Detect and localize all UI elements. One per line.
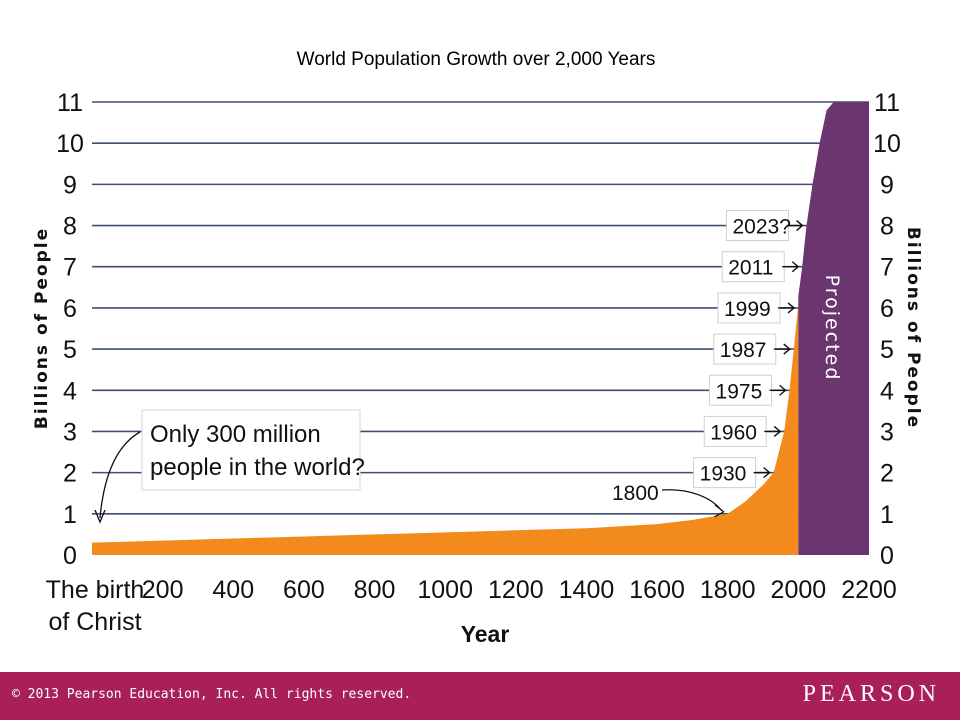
y-axis-title-left: Billions of People [32, 227, 52, 429]
year-label: 1987 [720, 339, 767, 362]
year-label: 1800 [612, 482, 659, 505]
year-label: 1999 [724, 298, 771, 321]
callout-line-1: Only 300 million [150, 421, 321, 448]
x-tick-label: of Christ [48, 608, 141, 636]
year-arrow-head [787, 302, 796, 314]
x-tick-label: 2200 [841, 576, 897, 604]
population-chart: World Population Growth over 2,000 Years… [32, 49, 923, 647]
x-tick-label: 800 [354, 576, 396, 604]
x-tick-label: 1600 [629, 576, 685, 604]
year-arrow-head [773, 425, 782, 437]
footer-bar: © 2013 Pearson Education, Inc. All right… [0, 672, 960, 720]
y-tick-label: 4 [63, 377, 77, 405]
y-tick-label: 11 [57, 89, 83, 117]
year-arrow [661, 489, 723, 512]
callout-line-2: people in the world? [150, 454, 365, 481]
y-tick-label: 10 [56, 130, 84, 158]
area-projected [798, 102, 869, 555]
y-tick-label: 2 [880, 460, 894, 488]
year-label: 2011 [728, 257, 773, 280]
year-label-box [713, 333, 777, 365]
y-tick-label: 8 [880, 213, 894, 241]
callout-arrow-head [94, 509, 106, 524]
y-tick-label: 5 [63, 336, 77, 364]
year-annotations: 1800 1930 1960 1975 1987 1999 2011 2023? [612, 210, 804, 518]
y-axis-title-right: Billions of People [903, 227, 923, 429]
copyright-text: © 2013 Pearson Education, Inc. All right… [12, 687, 412, 702]
y-tick-label: 5 [880, 336, 894, 364]
year-label-box [693, 457, 757, 489]
y-tick-label: 8 [63, 213, 77, 241]
year-arrow-head [791, 261, 800, 273]
x-tick-label: 600 [283, 576, 325, 604]
x-tick-label: 1800 [700, 576, 756, 604]
y-tick-label: 9 [880, 171, 894, 199]
year-arrow-head [796, 220, 804, 232]
callout-300-million: Only 300 million people in the world? [94, 409, 365, 524]
y-tick-label: 10 [873, 130, 901, 158]
year-arrow-head [783, 343, 791, 355]
y-tick-label: 9 [63, 171, 77, 199]
x-tick-label: The birth [46, 576, 145, 604]
x-tick-label: 200 [142, 576, 184, 604]
year-arrow-head [714, 504, 725, 518]
y-tick-label: 2 [63, 460, 77, 488]
y-axis-left: 0 1 2 3 4 5 6 7 8 9 10 11 [56, 89, 84, 570]
year-arrow-head [779, 384, 787, 396]
y-tick-label: 7 [880, 254, 894, 282]
x-axis-title: Year [461, 621, 510, 647]
y-tick-label: 0 [880, 542, 894, 570]
y-tick-label: 6 [63, 295, 77, 323]
x-tick-label: 1000 [417, 576, 473, 604]
y-tick-label: 3 [63, 418, 77, 446]
y-tick-label: 1 [880, 501, 894, 529]
callout-arrow [99, 431, 141, 519]
y-tick-label: 0 [63, 542, 77, 570]
chart-title: World Population Growth over 2,000 Years [297, 49, 656, 70]
y-tick-label: 7 [63, 254, 77, 282]
x-tick-label: 1400 [559, 576, 615, 604]
y-tick-label: 4 [880, 377, 894, 405]
y-tick-label: 1 [63, 501, 77, 529]
x-tick-label: 2000 [771, 576, 827, 604]
y-axis-right: 0 1 2 3 4 5 6 7 8 9 10 11 [873, 89, 901, 570]
area-population [92, 295, 799, 555]
year-label-box [725, 210, 789, 242]
year-arrow-head [763, 467, 771, 479]
year-label: 2023? [732, 216, 790, 239]
year-label: 1960 [710, 421, 757, 444]
x-tick-label: 1200 [488, 576, 544, 604]
projected-label: Projected [821, 275, 843, 382]
y-tick-label: 6 [880, 295, 894, 323]
x-tick-label: 400 [212, 576, 254, 604]
area-series [92, 102, 869, 555]
year-label: 1930 [700, 463, 747, 486]
year-label-box [717, 292, 781, 324]
y-tick-label: 3 [880, 418, 894, 446]
year-label: 1975 [716, 380, 763, 403]
pearson-logo: PEARSON [802, 681, 940, 707]
y-tick-label: 11 [874, 89, 900, 117]
